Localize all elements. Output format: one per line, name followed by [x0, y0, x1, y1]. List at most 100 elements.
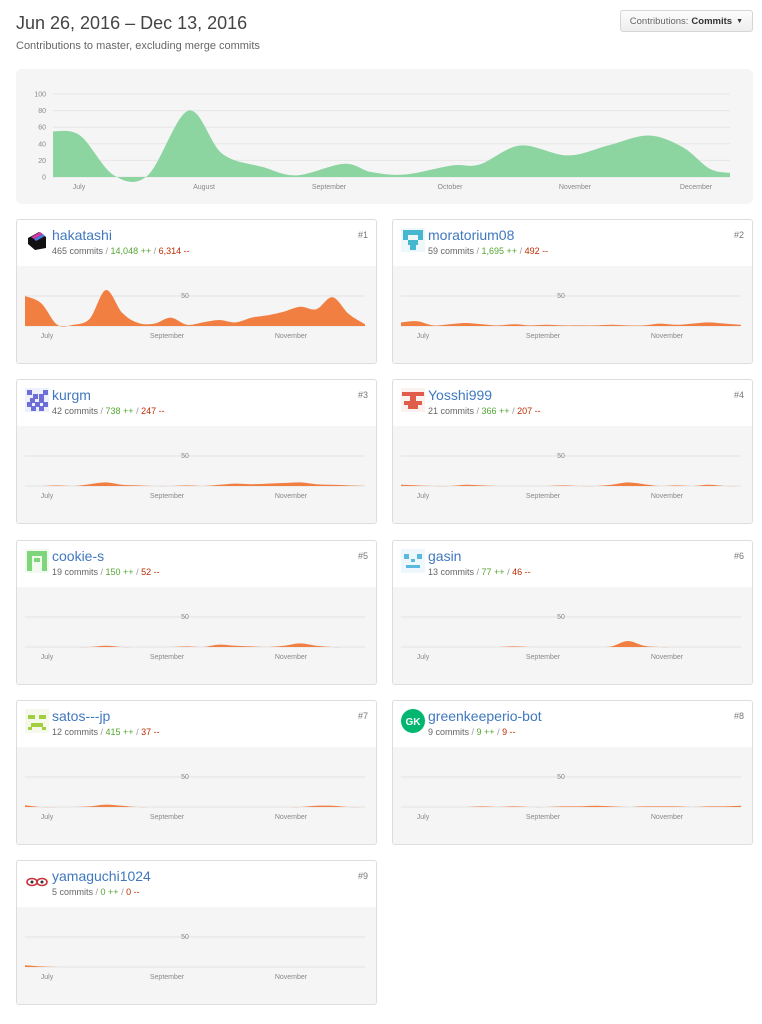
select-value: Commits [691, 15, 733, 27]
commits-count[interactable]: 21 commits [428, 406, 475, 416]
additions-count: 1,695 ++ [481, 246, 518, 256]
deletions-count: 247 -- [141, 406, 165, 416]
contributor-xtick-label: November [651, 333, 684, 340]
contributor-username-link[interactable]: kurgm [52, 387, 91, 403]
overview-chart[interactable]: 100 80 60 40 20 0 July August September October No… [16, 69, 753, 204]
contributor-xtick-label: July [417, 493, 430, 500]
contributor-graph-svg: 50 July September November [401, 293, 741, 340]
contributor-commit-graph[interactable]: 50 July September November [393, 747, 752, 844]
additions-count: 14,048 ++ [110, 246, 152, 256]
contributor-xtick-label: September [150, 493, 185, 500]
deletions-count: 52 -- [141, 567, 160, 577]
contributor-ytick-label: 50 [181, 293, 189, 300]
contributor-stats: 5 commits / 0 ++ / 0 -- [52, 887, 140, 897]
contributor-username-link[interactable]: moratorium08 [428, 227, 515, 243]
contributor-username-link[interactable]: cookie-s [52, 548, 105, 564]
additions-count: 9 ++ [476, 727, 495, 737]
commits-count[interactable]: 9 commits [428, 727, 470, 737]
contributor-card: hakatashi 465 commits / 14,048 ++ / 6,314… [16, 219, 377, 364]
commits-count[interactable]: 13 commits [428, 567, 475, 577]
contributor-graph-svg: 50 July September November [401, 614, 741, 661]
contributor-xtick-label: September [150, 654, 185, 661]
contributions-type-select[interactable]: Contributions: Commits ▼ [619, 10, 753, 32]
contributor-commit-graph[interactable]: 50 July September November [17, 266, 376, 363]
contributor-card: satos---jp 12 commits / 415 ++ / 37 -- #7 5… [16, 700, 377, 845]
commits-count[interactable]: 59 commits [428, 246, 475, 256]
contributor-username-link[interactable]: satos---jp [52, 708, 111, 724]
stats-separator: / [474, 406, 482, 416]
select-label: Contributions: [629, 15, 689, 27]
contributor-ytick-label: 50 [557, 453, 565, 460]
contributor-username-link[interactable]: Yosshi999 [428, 387, 493, 403]
contributor-username-link[interactable]: greenkeeperio-bot [428, 708, 542, 724]
stats-separator: / [469, 727, 477, 737]
cookie-s-avatar[interactable] [25, 549, 49, 573]
deletions-count: 6,314 -- [158, 246, 190, 256]
stats-separator: / [504, 567, 513, 577]
page-subtitle: Contributions to master, excluding merge… [16, 40, 260, 52]
commits-count[interactable]: 19 commits [52, 567, 99, 577]
contributor-area-series [401, 640, 741, 648]
contributor-card-header: Yosshi999 21 commits / 366 ++ / 207 -- #4 [393, 380, 752, 426]
contributor-xtick-label: July [41, 333, 54, 340]
contributor-card: cookie-s 19 commits / 150 ++ / 52 -- #5 50 J… [16, 540, 377, 685]
commits-count[interactable]: 465 commits [52, 246, 104, 256]
overview-area-series [53, 110, 730, 182]
deletions-count: 0 -- [126, 887, 140, 897]
contributor-commit-graph[interactable]: 50 July September November [17, 426, 376, 523]
stats-separator: / [517, 246, 525, 256]
contributor-xtick-label: November [651, 493, 684, 500]
contributor-username-link[interactable]: yamaguchi1024 [52, 868, 151, 884]
overview-xtick-label: July [73, 184, 86, 191]
contributor-rank: #8 [733, 711, 744, 721]
yamaguchi1024-avatar[interactable] [25, 869, 49, 893]
commits-count[interactable]: 12 commits [52, 727, 99, 737]
contributor-card-header: cookie-s 19 commits / 150 ++ / 52 -- #5 [17, 541, 376, 587]
deletions-count: 9 -- [502, 727, 516, 737]
contributor-commit-graph[interactable]: 50 July September November [393, 266, 752, 363]
gasin-avatar[interactable] [401, 549, 425, 573]
contributor-username-link[interactable]: gasin [428, 548, 462, 564]
contributor-card: GK greenkeeperio-bot 9 commits / 9 ++ / 9 … [392, 700, 753, 845]
contributor-commit-graph[interactable]: 50 July September November [17, 587, 376, 684]
yosshi999-avatar[interactable] [401, 388, 425, 412]
contributor-rank: #2 [733, 230, 744, 240]
contributor-commit-graph[interactable]: 50 July September November [17, 907, 376, 1004]
contributor-stats: 42 commits / 738 ++ / 247 -- [52, 406, 165, 416]
stats-separator: / [474, 567, 482, 577]
contributor-xtick-label: November [651, 654, 684, 661]
contributor-rank: #9 [357, 871, 368, 881]
additions-count: 0 ++ [100, 887, 119, 897]
contributor-area-series [25, 643, 365, 648]
contributor-xtick-label: September [150, 333, 185, 340]
contributor-commit-graph[interactable]: 50 July September November [393, 587, 752, 684]
contributor-stats: 12 commits / 415 ++ / 37 -- [52, 727, 160, 737]
commits-count[interactable]: 42 commits [52, 406, 99, 416]
hakatashi-avatar[interactable] [25, 228, 49, 252]
contributor-xtick-label: November [275, 974, 308, 981]
kurgm-avatar[interactable] [25, 388, 49, 412]
overview-ytick-label: 20 [38, 158, 46, 165]
contributor-username-link[interactable]: hakatashi [52, 227, 112, 243]
contributor-xtick-label: July [417, 654, 430, 661]
stats-separator: / [98, 567, 106, 577]
additions-count: 77 ++ [481, 567, 505, 577]
greenkeeper-avatar[interactable]: GK [401, 709, 425, 733]
overview-xtick-label: August [193, 184, 215, 191]
contributor-ytick-label: 50 [181, 934, 189, 941]
overview-chart-svg: 100 80 60 40 20 0 July August September October No… [34, 92, 730, 191]
contributor-commit-graph[interactable]: 50 July September November [393, 426, 752, 523]
additions-count: 738 ++ [105, 406, 134, 416]
contributor-stats: 59 commits / 1,695 ++ / 492 -- [428, 246, 548, 256]
satos-avatar[interactable] [25, 709, 49, 733]
contributor-ytick-label: 50 [181, 774, 189, 781]
contributor-card-header: kurgm 42 commits / 738 ++ / 247 -- #3 [17, 380, 376, 426]
stats-separator: / [494, 727, 503, 737]
contributor-commit-graph[interactable]: 50 July September November [17, 747, 376, 844]
moratorium08-avatar[interactable] [401, 228, 425, 252]
contributor-xtick-label: July [41, 974, 54, 981]
overview-ytick-label: 40 [38, 141, 46, 148]
overview-xtick-label: December [680, 184, 713, 191]
commits-count[interactable]: 5 commits [52, 887, 94, 897]
overview-xtick-label: October [438, 184, 464, 191]
